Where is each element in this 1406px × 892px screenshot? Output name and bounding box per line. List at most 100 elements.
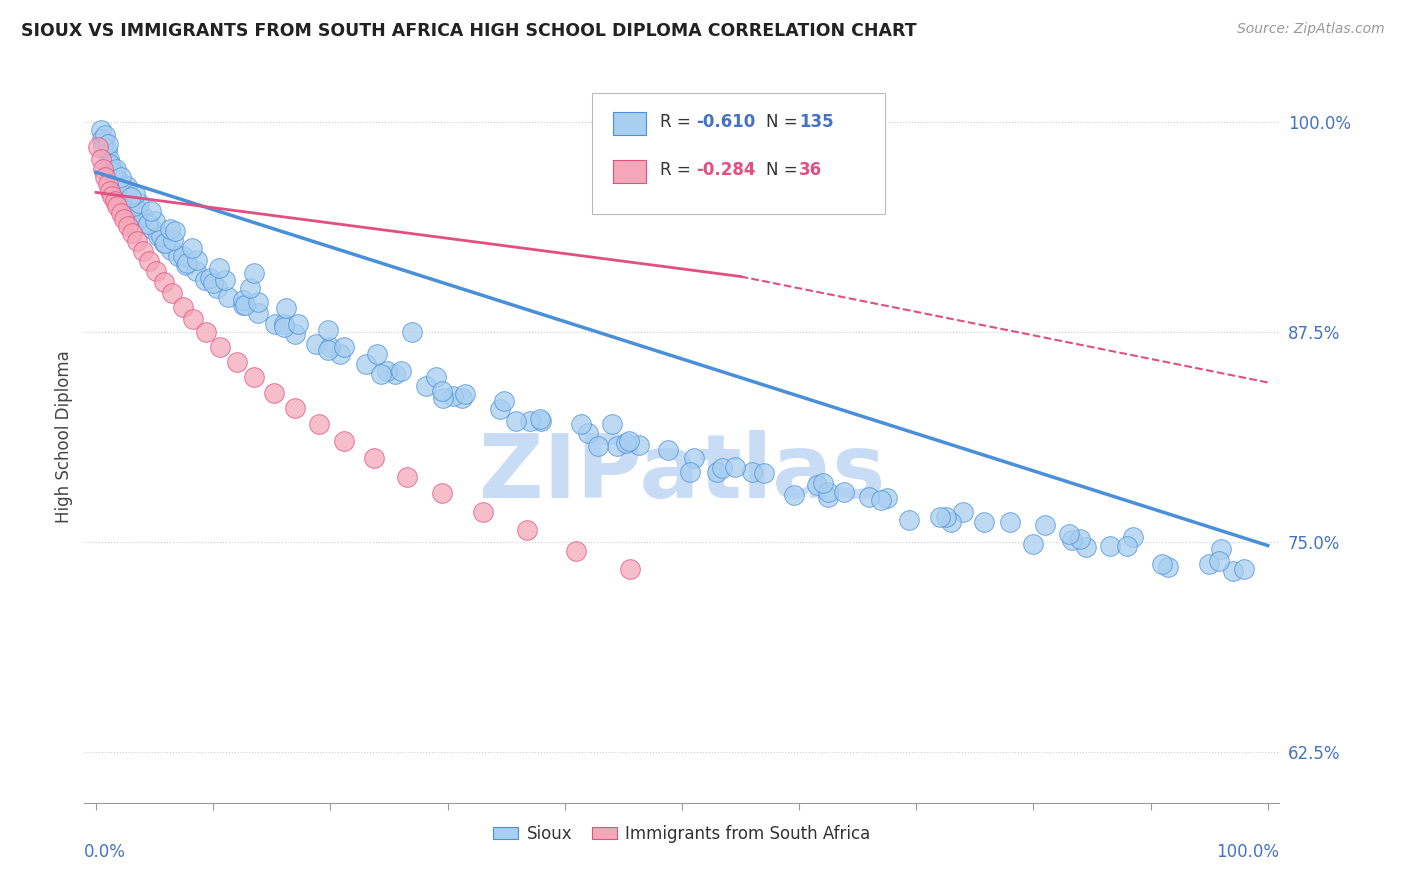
Point	[516, 524, 538, 538]
Point	[218, 290, 240, 304]
Point	[111, 180, 134, 194]
Point	[120, 194, 142, 208]
Point	[752, 467, 775, 481]
Point	[430, 486, 453, 500]
Point	[159, 222, 181, 236]
Point	[614, 436, 637, 450]
Text: R =: R =	[661, 161, 696, 179]
Text: N =: N =	[766, 161, 803, 179]
Point	[606, 439, 628, 453]
Point	[287, 317, 309, 331]
Point	[679, 465, 702, 479]
Point	[935, 510, 957, 524]
Point	[384, 367, 406, 381]
Point	[110, 170, 132, 185]
Point	[198, 271, 221, 285]
Point	[153, 275, 176, 289]
Point	[832, 484, 855, 499]
Point	[121, 226, 143, 240]
Point	[114, 186, 136, 200]
Point	[529, 412, 551, 426]
Point	[143, 214, 166, 228]
Point	[118, 190, 141, 204]
Text: 36: 36	[799, 161, 823, 179]
Point	[505, 414, 527, 428]
Text: SIOUX VS IMMIGRANTS FROM SOUTH AFRICA HIGH SCHOOL DIPLOMA CORRELATION CHART: SIOUX VS IMMIGRANTS FROM SOUTH AFRICA HI…	[21, 22, 917, 40]
Point	[1076, 540, 1098, 554]
Point	[101, 165, 124, 179]
Point	[148, 229, 170, 244]
Point	[90, 152, 112, 166]
Point	[163, 224, 186, 238]
Point	[817, 484, 839, 499]
Point	[783, 488, 806, 502]
Point	[1152, 557, 1174, 571]
Bar	[613, 160, 647, 183]
Point	[366, 347, 388, 361]
Point	[565, 543, 588, 558]
Point	[425, 370, 447, 384]
Point	[998, 515, 1021, 529]
Point	[155, 235, 177, 250]
Point	[274, 301, 297, 316]
Point	[1069, 532, 1091, 546]
Point	[112, 212, 135, 227]
Point	[127, 234, 149, 248]
Point	[1222, 564, 1244, 578]
Point	[98, 184, 121, 198]
Point	[273, 317, 295, 331]
Point	[870, 493, 893, 508]
Point	[90, 131, 114, 145]
Point	[264, 317, 287, 331]
Point	[1157, 560, 1180, 574]
Point	[105, 172, 128, 186]
Point	[132, 209, 155, 223]
Point	[1057, 526, 1080, 541]
Point	[172, 300, 194, 314]
Point	[184, 264, 207, 278]
Point	[167, 249, 190, 263]
Text: Source: ZipAtlas.com: Source: ZipAtlas.com	[1237, 22, 1385, 37]
Point	[1098, 539, 1121, 553]
Point	[124, 187, 146, 202]
Point	[657, 442, 679, 457]
Text: 0.0%: 0.0%	[84, 843, 127, 861]
Point	[319, 340, 342, 354]
Text: N =: N =	[766, 112, 803, 131]
Point	[415, 379, 437, 393]
Point	[858, 490, 880, 504]
Point	[395, 469, 418, 483]
Text: -0.284: -0.284	[696, 161, 756, 179]
Point	[741, 465, 763, 479]
Point	[195, 325, 218, 339]
Point	[181, 241, 204, 255]
Point	[724, 459, 747, 474]
Text: -0.610: -0.610	[696, 112, 755, 131]
Point	[107, 174, 129, 188]
Point	[208, 261, 231, 276]
Point	[117, 188, 139, 202]
Point	[136, 218, 159, 232]
Point	[122, 199, 145, 213]
Point	[316, 323, 339, 337]
Point	[706, 465, 728, 479]
Point	[1208, 554, 1230, 568]
Point	[243, 370, 266, 384]
Point	[141, 222, 163, 236]
Point	[682, 451, 704, 466]
Point	[530, 414, 553, 428]
Point	[284, 326, 307, 341]
Point	[127, 203, 149, 218]
Point	[308, 417, 330, 432]
Point	[132, 211, 155, 225]
Point	[333, 340, 356, 354]
Point	[1033, 518, 1056, 533]
Point	[93, 135, 115, 149]
Point	[97, 136, 120, 151]
Point	[138, 254, 160, 268]
Point	[1233, 562, 1256, 576]
Text: 135: 135	[799, 112, 834, 131]
Point	[205, 281, 228, 295]
Point	[108, 175, 131, 189]
Text: ZIPatlas: ZIPatlas	[479, 430, 884, 517]
